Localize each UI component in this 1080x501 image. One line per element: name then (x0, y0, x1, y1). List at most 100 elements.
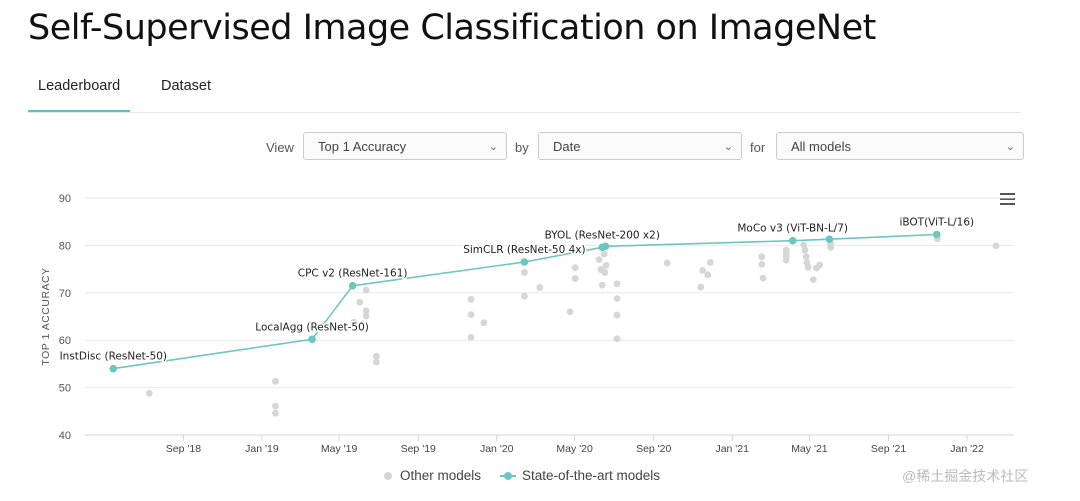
other-model-point[interactable] (350, 318, 358, 326)
other-model-point[interactable] (699, 267, 707, 274)
other-model-point[interactable] (602, 261, 610, 269)
other-model-point[interactable] (145, 389, 153, 397)
other-model-point[interactable] (362, 286, 370, 294)
other-model-point[interactable] (362, 312, 370, 320)
view-select[interactable]: Top 1 Accuracy ⌄ (303, 132, 507, 160)
other-model-point[interactable] (758, 260, 766, 268)
other-model-point[interactable] (601, 269, 609, 276)
sota-point-label: MoCo v3 (ViT-BN-L/7) (737, 223, 848, 235)
sota-model-point[interactable] (601, 242, 610, 251)
other-model-point[interactable] (804, 263, 812, 271)
menu-bar (1000, 193, 1015, 195)
sota-point-label: InstDisc (ResNet-50) (60, 351, 167, 363)
other-model-point[interactable] (704, 271, 712, 279)
by-select-value: Date (553, 139, 581, 154)
sota-model-point[interactable] (788, 236, 797, 245)
y-axis-label: TOP 1 ACCURACY (40, 267, 52, 365)
other-model-point[interactable] (536, 284, 544, 291)
other-model-point[interactable] (706, 259, 714, 266)
other-model-point[interactable] (598, 281, 606, 289)
x-tick-label: Sep '19 (401, 443, 436, 455)
chevron-down-icon: ⌄ (723, 141, 733, 153)
other-model-point[interactable] (782, 256, 790, 264)
for-select[interactable]: All models ⌄ (776, 132, 1024, 160)
legend-sota-label: State-of-the-art models (522, 468, 661, 483)
other-model-point[interactable] (373, 352, 380, 360)
for-select-value: All models (791, 139, 851, 154)
x-tick-label: Jan '20 (480, 443, 514, 455)
other-model-point[interactable] (802, 253, 810, 261)
sota-model-point[interactable] (308, 335, 316, 344)
legend-sota-models[interactable]: State-of-the-art models (500, 468, 660, 483)
other-model-point[interactable] (571, 264, 579, 272)
y-tick-label: 50 (59, 383, 71, 395)
other-model-point[interactable] (992, 242, 1000, 250)
other-model-point[interactable] (759, 274, 767, 282)
other-model-point[interactable] (613, 311, 621, 319)
other-model-point[interactable] (595, 256, 603, 264)
x-tick-label: Jan '19 (245, 443, 279, 455)
other-model-point[interactable] (467, 296, 475, 303)
page-title: Self-Supervised Image Classification on … (28, 8, 876, 48)
other-model-point[interactable] (272, 402, 279, 410)
other-model-point[interactable] (801, 246, 809, 254)
other-model-point[interactable] (758, 253, 766, 261)
other-model-point[interactable] (521, 269, 528, 276)
legend-other-models[interactable]: Other models (384, 468, 481, 483)
other-model-point[interactable] (697, 283, 705, 291)
sota-point-label: SimCLR (ResNet-50 4x) (463, 244, 585, 256)
view-label: View (266, 140, 294, 155)
chart-controls: View Top 1 Accuracy ⌄ by Date ⌄ for All … (0, 132, 1080, 162)
y-tick-label: 70 (59, 288, 71, 300)
other-model-point[interactable] (467, 333, 475, 341)
legend-line-marker-icon (500, 472, 516, 481)
sota-model-point[interactable] (348, 281, 357, 290)
watermark: @稀土掘金技术社区 (902, 468, 1029, 484)
sota-point-label: LocalAgg (ResNet-50) (255, 321, 369, 333)
view-select-value: Top 1 Accuracy (318, 139, 407, 154)
by-label: by (515, 140, 529, 155)
sota-point-label: BYOL (ResNet-200 x2) (545, 229, 660, 241)
by-select[interactable]: Date ⌄ (538, 132, 742, 160)
y-tick-label: 80 (59, 240, 71, 252)
chevron-down-icon: ⌄ (488, 141, 498, 153)
other-model-point[interactable] (613, 335, 621, 343)
other-model-point[interactable] (272, 409, 279, 417)
x-tick-label: Jan '22 (950, 443, 984, 455)
tab-dataset[interactable]: Dataset (161, 78, 211, 94)
other-model-point[interactable] (816, 261, 824, 269)
x-tick-label: Sep '21 (871, 443, 906, 455)
x-tick-label: Sep '18 (166, 443, 201, 455)
sota-model-point[interactable] (825, 235, 834, 244)
other-model-point[interactable] (600, 250, 608, 258)
tab-leaderboard[interactable]: Leaderboard (28, 78, 131, 112)
x-tick-label: Jan '21 (715, 443, 749, 455)
other-model-point[interactable] (467, 311, 475, 319)
sota-model-point[interactable] (520, 258, 529, 266)
other-model-point[interactable] (272, 378, 279, 385)
other-model-point[interactable] (356, 298, 364, 306)
legend-dot-icon (384, 472, 392, 481)
hamburger-menu-icon[interactable] (1000, 193, 1015, 205)
tab-bar: Leaderboard Dataset (28, 72, 1021, 113)
other-model-point[interactable] (480, 319, 488, 327)
other-model-point[interactable] (809, 276, 817, 283)
other-model-point[interactable] (521, 292, 528, 300)
other-model-point[interactable] (800, 241, 808, 249)
point-labels: InstDisc (ResNet-50) LocalAgg (ResNet-50)… (58, 215, 976, 364)
other-model-point[interactable] (613, 280, 621, 288)
x-tick-label: May '21 (791, 443, 828, 455)
sota-model-point[interactable] (109, 364, 118, 373)
other-model-point[interactable] (362, 307, 370, 315)
other-model-point[interactable] (663, 259, 671, 267)
axes: 40 50 60 70 80 90 Sep '18 Jan '19 May '19 Sep '19… (40, 193, 1014, 455)
other-model-point[interactable] (373, 358, 380, 366)
sota-model-point[interactable] (932, 230, 941, 239)
other-model-point[interactable] (613, 295, 621, 302)
other-model-point[interactable] (571, 275, 579, 282)
other-model-point[interactable] (358, 320, 366, 328)
legend-other-label: Other models (400, 468, 482, 483)
other-model-point[interactable] (566, 308, 574, 316)
y-tick-label: 60 (59, 335, 71, 347)
